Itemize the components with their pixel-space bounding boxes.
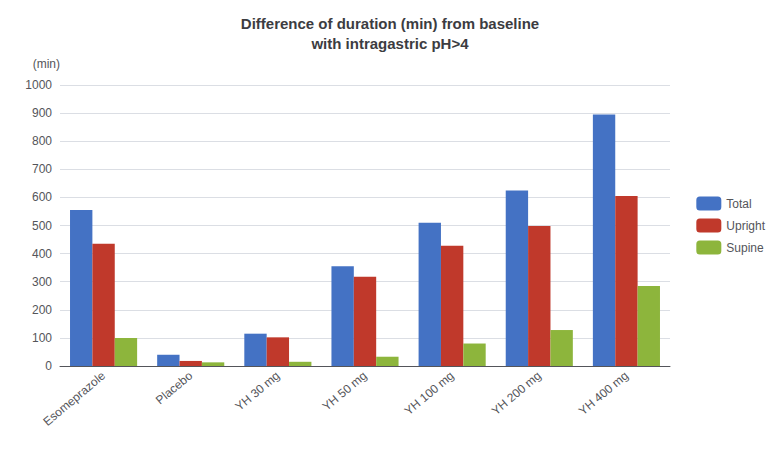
svg-text:Placebo: Placebo <box>153 368 195 407</box>
svg-text:600: 600 <box>32 190 52 204</box>
svg-text:Supine: Supine <box>726 241 764 255</box>
svg-text:YH 200 mg: YH 200 mg <box>489 369 544 418</box>
svg-text:YH 30 mg: YH 30 mg <box>232 369 282 414</box>
svg-text:Total: Total <box>726 197 751 211</box>
svg-text:400: 400 <box>32 247 52 261</box>
svg-text:300: 300 <box>32 275 52 289</box>
svg-text:(min): (min) <box>33 57 60 71</box>
svg-text:0: 0 <box>45 359 52 373</box>
svg-text:Difference of duration (min) f: Difference of duration (min) from baseli… <box>241 15 539 32</box>
svg-text:800: 800 <box>32 134 52 148</box>
svg-text:500: 500 <box>32 219 52 233</box>
svg-text:Upright: Upright <box>726 219 765 233</box>
svg-text:YH 100 mg: YH 100 mg <box>402 369 457 418</box>
svg-text:900: 900 <box>32 106 52 120</box>
svg-text:100: 100 <box>32 331 52 345</box>
svg-text:with intragastric pH>4: with intragastric pH>4 <box>310 35 469 52</box>
svg-text:YH 50 mg: YH 50 mg <box>320 369 370 414</box>
svg-text:Esomeprazole: Esomeprazole <box>40 368 108 428</box>
svg-text:700: 700 <box>32 162 52 176</box>
svg-text:YH 400 mg: YH 400 mg <box>576 369 631 418</box>
svg-text:1000: 1000 <box>25 78 52 92</box>
svg-text:200: 200 <box>32 303 52 317</box>
